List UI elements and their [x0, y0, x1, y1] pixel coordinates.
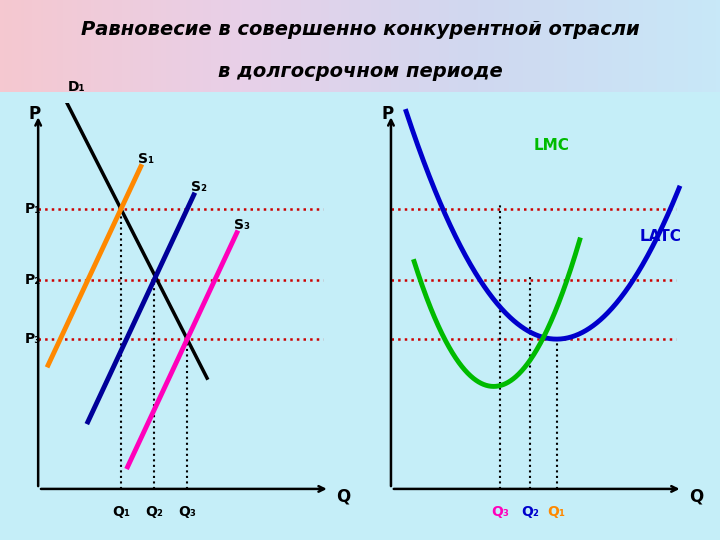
Text: Q₃: Q₃ [179, 505, 196, 519]
Text: Q₁: Q₁ [548, 505, 566, 519]
Text: P: P [381, 105, 393, 124]
Text: Q₁: Q₁ [112, 505, 130, 519]
Text: LMC: LMC [534, 138, 570, 153]
Text: D₁: D₁ [68, 79, 86, 93]
Text: Q: Q [336, 488, 351, 506]
Text: LATC: LATC [639, 228, 681, 244]
Text: S₂: S₂ [191, 180, 207, 194]
Text: P₁: P₁ [25, 202, 41, 216]
Text: S₃: S₃ [233, 218, 250, 232]
Text: Q₂: Q₂ [145, 505, 163, 519]
Text: в долгосрочном периоде: в долгосрочном периоде [217, 62, 503, 81]
Text: Равновесие в совершенно конкурентной отрасли: Равновесие в совершенно конкурентной отр… [81, 20, 639, 39]
Text: P: P [28, 105, 40, 124]
Text: P₃: P₃ [25, 332, 41, 346]
Text: P₂: P₂ [25, 273, 41, 287]
Text: S₁: S₁ [138, 152, 153, 166]
Text: Q₂: Q₂ [521, 505, 539, 519]
Text: Q₃: Q₃ [491, 505, 509, 519]
Text: Q: Q [689, 488, 703, 506]
